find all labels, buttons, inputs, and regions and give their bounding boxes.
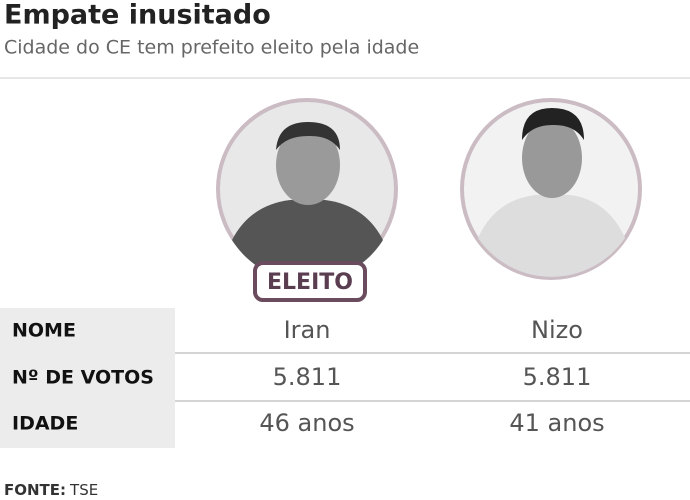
cell: 5.811 (523, 363, 592, 391)
source-label: FONTE: (4, 481, 66, 499)
cell: 41 anos (509, 409, 604, 437)
cell: Nizo (531, 316, 583, 344)
label-column (0, 308, 175, 448)
source-label: FONTE: TSE (4, 481, 98, 499)
row-label: IDADE (12, 413, 78, 435)
photo-nizo (460, 98, 642, 280)
title: Empate inusitado (4, 0, 271, 31)
row-label: NOME (12, 320, 76, 342)
cell: 46 anos (259, 409, 354, 437)
cell: Iran (284, 316, 331, 344)
source: TSE (69, 481, 98, 499)
cell: 5.811 (273, 363, 342, 391)
table: NOME Iran Nizo Nº DE VOTOS 5.811 5.811 IDADE 46… (12, 316, 605, 437)
badge-frame (253, 261, 367, 302)
badge: ELEITO (267, 270, 353, 295)
row-label: Nº DE VOTOS (12, 367, 154, 389)
photo-iran (216, 98, 398, 282)
subtitle: Cidade do CE tem prefeito eleito pela id… (4, 37, 419, 59)
